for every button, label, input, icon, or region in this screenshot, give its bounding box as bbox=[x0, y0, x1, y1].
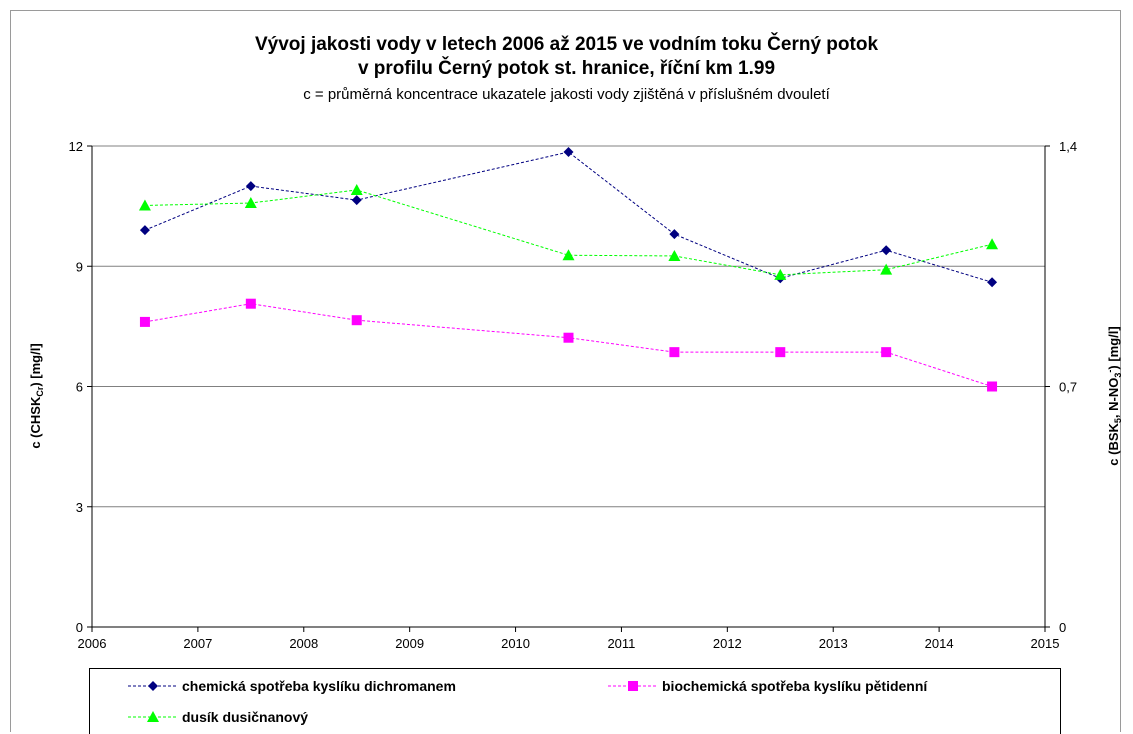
legend-item-bsk: biochemická spotřeba kyslíku pětidenní bbox=[608, 675, 927, 697]
data-point bbox=[138, 199, 151, 211]
x-tick-label: 2006 bbox=[78, 636, 107, 651]
y-axis-left-label: c (CHSKCr) [mg/l] bbox=[28, 343, 45, 448]
x-tick-label: 2013 bbox=[819, 636, 848, 651]
data-point bbox=[351, 195, 362, 206]
legend-label-chsk: chemická spotřeba kyslíku dichromanem bbox=[182, 678, 456, 694]
data-point bbox=[774, 268, 787, 280]
chart-plot: 0 3 6 9 12 0 0,7 1,4 2006 2007 2008 2009 2010 2011 201… bbox=[28, 139, 1123, 651]
axes bbox=[87, 145, 1050, 632]
y-left-tick-label: 9 bbox=[76, 259, 83, 274]
data-point bbox=[563, 332, 574, 343]
x-tick-label: 2015 bbox=[1031, 636, 1060, 651]
legend-symbol-triangle bbox=[128, 711, 178, 722]
legend-symbol-diamond bbox=[128, 681, 178, 691]
x-tick-label: 2008 bbox=[289, 636, 318, 651]
series-2 bbox=[138, 183, 999, 280]
legend-item-chsk: chemická spotřeba kyslíku dichromanem bbox=[128, 675, 456, 697]
legend-symbol-square bbox=[608, 681, 658, 691]
legend: chemická spotřeba kyslíku dichromanem bi… bbox=[89, 668, 1061, 734]
data-point bbox=[881, 347, 892, 358]
data-point bbox=[351, 315, 362, 326]
x-tick-label: 2014 bbox=[925, 636, 954, 651]
series-line-2 bbox=[144, 189, 993, 276]
y-left-tick-label: 3 bbox=[76, 500, 83, 515]
series-1 bbox=[139, 298, 998, 392]
data-point bbox=[245, 298, 256, 309]
data-point bbox=[563, 147, 574, 158]
series-layer bbox=[138, 147, 999, 392]
x-tick-label: 2009 bbox=[395, 636, 424, 651]
chart-title-line2: v profilu Černý potok st. hranice, říční… bbox=[357, 58, 776, 79]
y-axis-right-label: c (BSK5, N-NO3-) [mg/l] bbox=[1105, 326, 1123, 465]
legend-item-nno3: dusík dusičnanový bbox=[128, 706, 308, 728]
chart-title-line1: Vývoj jakosti vody v letech 2006 až 2015… bbox=[254, 34, 879, 55]
x-tick-label: 2012 bbox=[713, 636, 742, 651]
y-left-tick-label: 0 bbox=[76, 620, 83, 635]
data-point bbox=[669, 229, 680, 240]
y-right-tick-label: 1,4 bbox=[1059, 139, 1077, 154]
data-point bbox=[986, 238, 999, 250]
legend-label-bsk: biochemická spotřeba kyslíku pětidenní bbox=[662, 678, 928, 694]
data-point bbox=[562, 249, 575, 261]
series-line-0 bbox=[144, 151, 993, 283]
chart-frame bbox=[10, 10, 1121, 732]
data-point bbox=[139, 316, 150, 327]
data-point bbox=[987, 381, 998, 392]
data-point bbox=[669, 347, 680, 358]
data-point bbox=[244, 197, 257, 209]
x-tick-label: 2011 bbox=[607, 636, 635, 651]
tick-labels: 0 3 6 9 12 0 0,7 1,4 2006 2007 2008 2009 2010 2011 201… bbox=[69, 139, 1078, 651]
data-point bbox=[245, 181, 256, 192]
data-point bbox=[881, 245, 892, 256]
y-right-tick-label: 0 bbox=[1059, 620, 1066, 635]
y-left-tick-label: 12 bbox=[69, 139, 83, 154]
legend-label-nno3: dusík dusičnanový bbox=[182, 709, 309, 725]
chart-subtitle: c = průměrná koncentrace ukazatele jakos… bbox=[303, 86, 830, 103]
data-point bbox=[350, 183, 363, 195]
data-point bbox=[775, 347, 786, 358]
x-tick-label: 2010 bbox=[501, 636, 530, 651]
series-line-1 bbox=[144, 303, 993, 387]
data-point bbox=[880, 263, 893, 275]
data-point bbox=[668, 249, 681, 261]
data-point bbox=[987, 277, 998, 288]
y-left-tick-label: 6 bbox=[76, 380, 83, 395]
x-tick-label: 2007 bbox=[183, 636, 212, 651]
y-right-tick-label: 0,7 bbox=[1059, 380, 1077, 395]
data-point bbox=[139, 225, 150, 236]
grid-lines bbox=[92, 145, 1045, 508]
